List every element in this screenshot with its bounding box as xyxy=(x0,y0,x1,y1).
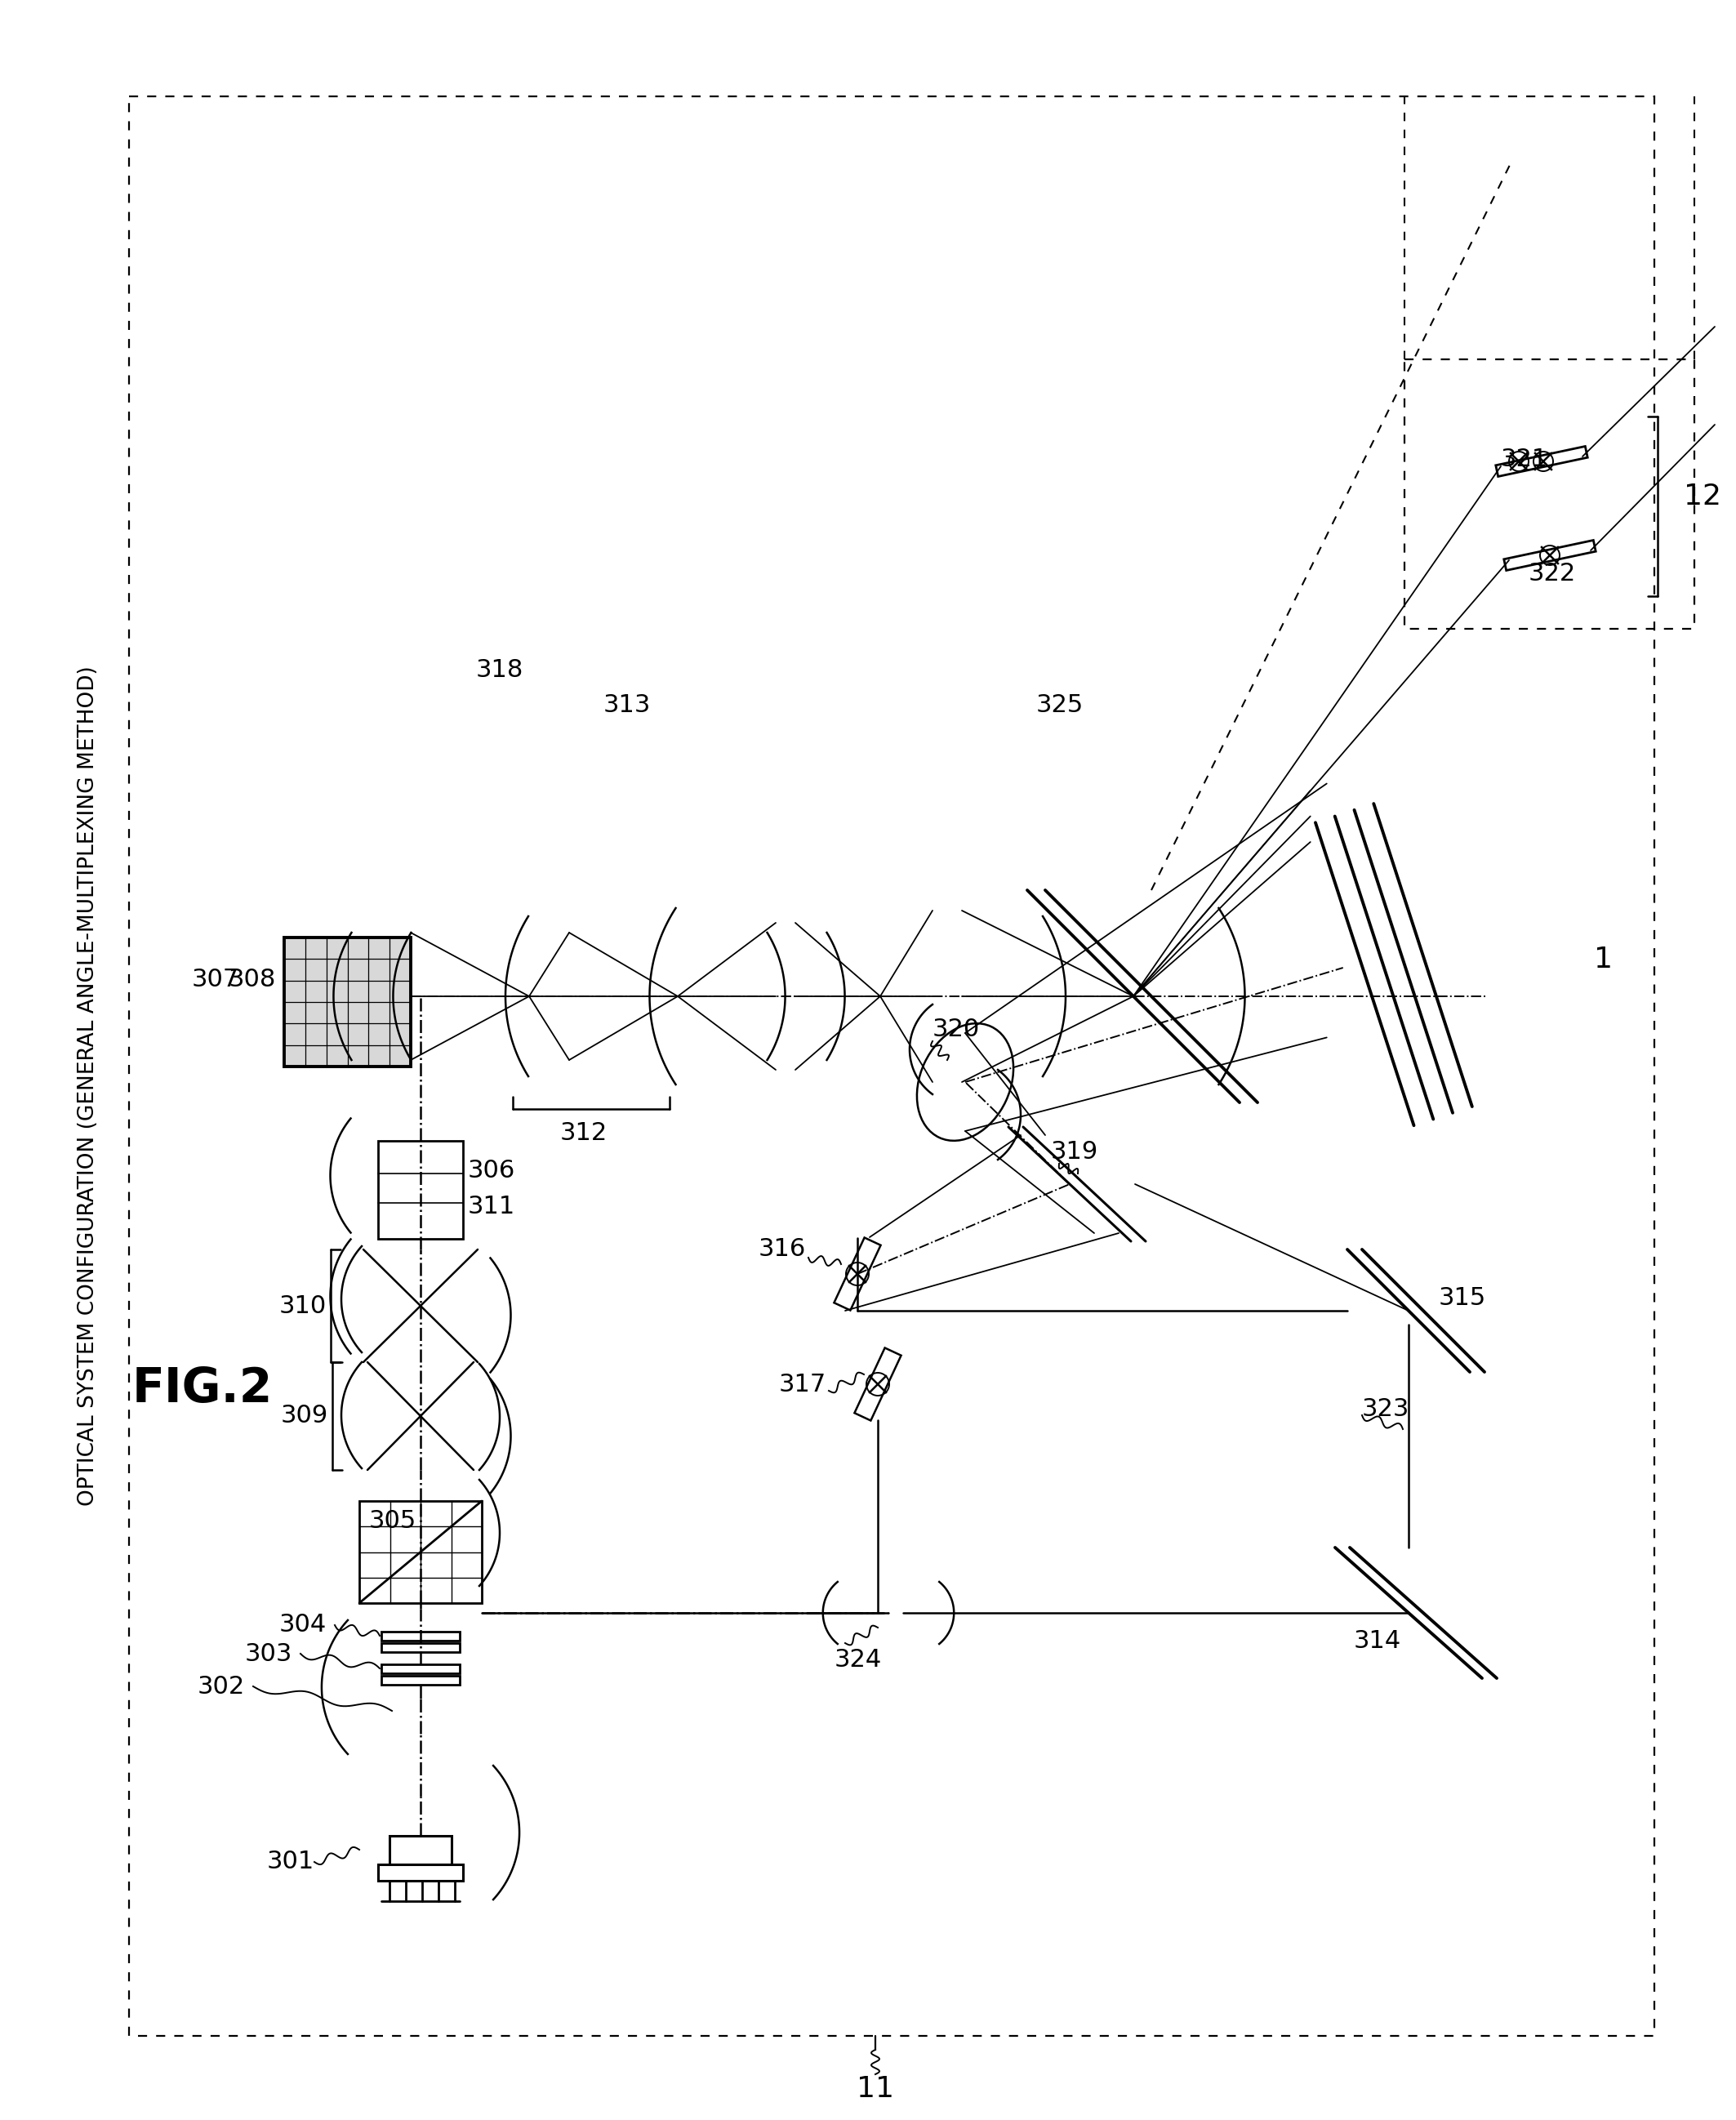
Text: 12: 12 xyxy=(1684,483,1722,511)
Bar xyxy=(382,1632,460,1641)
Text: 325: 325 xyxy=(1036,693,1083,717)
Bar xyxy=(1404,358,1694,630)
Text: 310: 310 xyxy=(279,1293,326,1319)
Text: 308: 308 xyxy=(229,969,276,992)
Bar xyxy=(382,1664,460,1673)
Bar xyxy=(378,1863,464,1880)
Text: 323: 323 xyxy=(1363,1397,1410,1420)
Text: 320: 320 xyxy=(932,1018,981,1041)
Text: 316: 316 xyxy=(759,1238,806,1261)
Bar xyxy=(382,1643,460,1651)
Text: 315: 315 xyxy=(1439,1287,1486,1310)
Text: FIG.2: FIG.2 xyxy=(132,1365,273,1412)
Polygon shape xyxy=(1503,541,1595,570)
Text: 304: 304 xyxy=(279,1613,326,1637)
Text: 321: 321 xyxy=(1502,447,1549,471)
Text: 303: 303 xyxy=(245,1641,292,1666)
Bar xyxy=(359,1501,483,1603)
Text: 324: 324 xyxy=(835,1647,882,1673)
Text: 11: 11 xyxy=(856,2075,894,2103)
Text: 322: 322 xyxy=(1529,562,1576,585)
Text: 313: 313 xyxy=(604,693,651,717)
Bar xyxy=(389,1836,451,1863)
Bar xyxy=(378,1141,464,1238)
Polygon shape xyxy=(1496,447,1588,477)
Text: OPTICAL SYSTEM CONFIGURATION (GENERAL ANGLE-MULTIPLEXING METHOD): OPTICAL SYSTEM CONFIGURATION (GENERAL AN… xyxy=(78,666,99,1505)
Text: 312: 312 xyxy=(561,1121,608,1145)
Bar xyxy=(382,1675,460,1685)
Bar xyxy=(128,95,1654,2035)
Text: 309: 309 xyxy=(281,1403,328,1429)
Polygon shape xyxy=(833,1238,880,1310)
Text: 318: 318 xyxy=(476,657,524,683)
Text: 306: 306 xyxy=(469,1158,516,1183)
Text: 301: 301 xyxy=(267,1851,314,1874)
Bar xyxy=(285,937,411,1066)
Text: 314: 314 xyxy=(1354,1628,1401,1654)
Text: 319: 319 xyxy=(1050,1141,1099,1164)
Text: 302: 302 xyxy=(198,1675,245,1698)
Text: 317: 317 xyxy=(779,1372,826,1397)
Text: 1: 1 xyxy=(1594,946,1613,973)
Text: 311: 311 xyxy=(469,1194,516,1219)
Polygon shape xyxy=(854,1348,901,1420)
Text: 307: 307 xyxy=(191,969,240,992)
Text: 305: 305 xyxy=(370,1509,417,1533)
